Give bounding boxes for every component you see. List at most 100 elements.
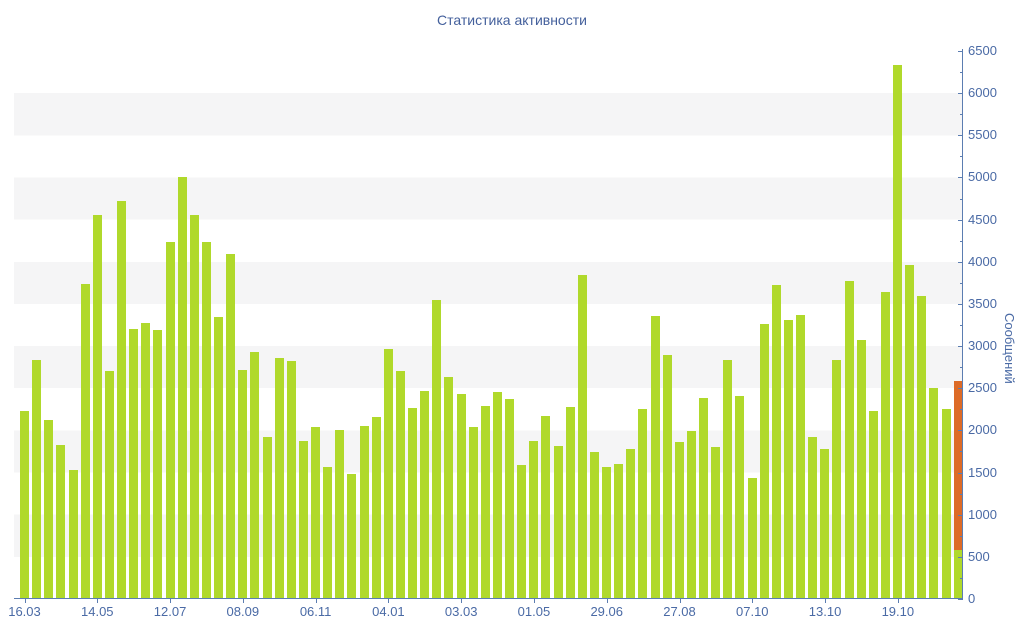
bar[interactable] (686, 431, 696, 599)
bar[interactable] (589, 452, 599, 599)
bar[interactable] (298, 440, 308, 599)
bar[interactable] (917, 295, 927, 599)
bar[interactable] (226, 254, 236, 599)
bar[interactable] (177, 177, 187, 599)
y-axis-major-tick (958, 303, 963, 305)
bar-fill (238, 369, 248, 599)
bar[interactable] (201, 241, 211, 599)
bar[interactable] (408, 408, 417, 599)
bar[interactable] (492, 391, 502, 599)
bar[interactable] (517, 464, 527, 599)
y-axis-major-tick (958, 472, 963, 474)
bar[interactable] (44, 420, 54, 599)
bar[interactable] (868, 411, 878, 599)
bar[interactable] (602, 467, 611, 599)
bar[interactable] (844, 281, 854, 599)
bar-fill (117, 201, 126, 599)
bar[interactable] (856, 340, 866, 599)
bar[interactable] (771, 285, 781, 599)
bar[interactable] (371, 416, 381, 599)
bar[interactable] (505, 399, 514, 599)
bar[interactable] (541, 416, 551, 599)
bar[interactable] (420, 390, 430, 599)
bar[interactable] (711, 447, 721, 599)
bar[interactable] (238, 369, 248, 599)
bar[interactable] (468, 427, 478, 599)
x-axis-tick (315, 599, 317, 603)
bar[interactable] (359, 426, 369, 599)
x-axis-tick (388, 599, 390, 603)
bar[interactable] (759, 324, 769, 599)
bar[interactable] (832, 359, 842, 599)
bar[interactable] (20, 411, 29, 599)
bar[interactable] (347, 474, 357, 599)
bar-fill (189, 215, 199, 599)
bar[interactable] (68, 470, 78, 599)
bar[interactable] (117, 201, 126, 599)
bar[interactable] (129, 329, 139, 599)
bar[interactable] (880, 292, 890, 599)
bar[interactable] (214, 317, 223, 599)
bar-fill (456, 394, 466, 599)
bar[interactable] (565, 406, 575, 599)
bar[interactable] (905, 265, 915, 599)
bar[interactable] (553, 446, 563, 599)
bar[interactable] (286, 361, 296, 599)
bar[interactable] (432, 299, 442, 599)
y-axis-tick-label: 2000 (968, 422, 997, 438)
bar[interactable] (747, 477, 757, 599)
bar-current-period[interactable] (953, 380, 963, 599)
x-axis-tick (606, 599, 608, 603)
bar[interactable] (165, 242, 175, 599)
bar[interactable] (577, 275, 587, 599)
bar[interactable] (783, 319, 793, 599)
bar-fill (480, 405, 490, 599)
bar[interactable] (529, 441, 539, 599)
bar[interactable] (141, 323, 151, 599)
bar[interactable] (820, 448, 830, 599)
bar[interactable] (456, 394, 466, 599)
bar-fill (529, 441, 539, 599)
bar[interactable] (153, 330, 163, 599)
bar[interactable] (638, 409, 648, 599)
bar[interactable] (56, 444, 66, 599)
bar[interactable] (32, 359, 42, 599)
bar[interactable] (323, 467, 333, 599)
bar[interactable] (189, 215, 199, 599)
bar-fill (420, 390, 430, 599)
y-axis-minor-tick (960, 493, 963, 495)
bar-fill (577, 275, 587, 599)
bar[interactable] (929, 388, 939, 599)
bar[interactable] (796, 314, 805, 599)
bar[interactable] (250, 351, 260, 599)
bar-fill (759, 324, 769, 599)
bar[interactable] (808, 437, 818, 599)
bar[interactable] (383, 348, 393, 599)
bar[interactable] (650, 315, 660, 599)
bar[interactable] (335, 430, 345, 599)
x-axis-label: 19.10 (881, 604, 915, 619)
bar[interactable] (274, 357, 284, 599)
x-axis-label: 04.01 (372, 604, 405, 619)
bar[interactable] (92, 215, 102, 599)
bar[interactable] (626, 448, 636, 599)
bar[interactable] (699, 397, 708, 599)
bar[interactable] (735, 395, 745, 599)
bar[interactable] (662, 354, 672, 599)
x-axis-label: 29.06 (590, 604, 623, 619)
bar[interactable] (80, 283, 90, 599)
bar[interactable] (480, 405, 490, 599)
bar[interactable] (104, 370, 114, 599)
bar[interactable] (395, 371, 405, 599)
bar[interactable] (941, 409, 951, 599)
bar[interactable] (444, 377, 454, 599)
bar[interactable] (311, 427, 320, 599)
bar[interactable] (262, 437, 272, 599)
bar[interactable] (614, 464, 624, 599)
bar[interactable] (723, 359, 733, 599)
bar-fill (808, 437, 818, 599)
bar[interactable] (674, 442, 684, 599)
bar-fill (286, 361, 296, 599)
bar-fill (614, 464, 624, 599)
bar[interactable] (893, 65, 902, 599)
